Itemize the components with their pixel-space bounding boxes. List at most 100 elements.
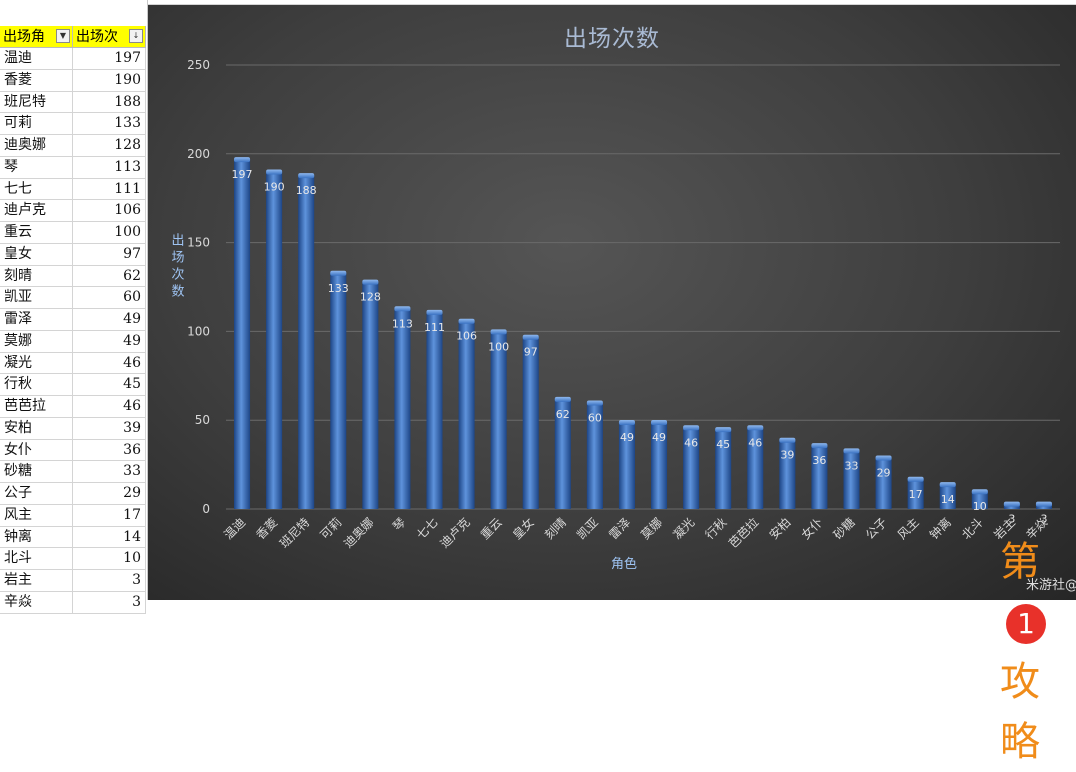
cell-character[interactable]: 凯亚 [0, 287, 73, 309]
data-label: 49 [652, 431, 666, 444]
bar [298, 175, 315, 509]
cell-count[interactable]: 10 [73, 548, 146, 570]
cell-count[interactable]: 188 [73, 91, 146, 114]
header-count[interactable]: 出场次 ↓ [73, 26, 146, 48]
cell-count[interactable]: 46 [73, 396, 146, 418]
bar [394, 308, 411, 509]
data-label: 10 [973, 500, 987, 513]
table-row: 刻晴 62 [0, 265, 147, 288]
bar-cap [394, 306, 411, 312]
cell-character[interactable]: 岩主 [0, 570, 73, 592]
cell-character[interactable]: 重云 [0, 222, 73, 244]
bar [939, 484, 956, 509]
bar-chart[interactable]: 出场次数 0 50 100 150 200 250 197 温迪 190 香菱 188 班尼特 133… [148, 5, 1076, 765]
cell-count[interactable]: 190 [73, 69, 146, 92]
cell-count[interactable]: 49 [73, 330, 146, 353]
cell-character[interactable]: 莫娜 [0, 330, 73, 353]
data-label: 33 [845, 459, 859, 472]
data-label: 49 [620, 431, 634, 444]
x-tick-label: 琴 [390, 515, 408, 533]
x-tick-label: 莫娜 [638, 515, 665, 542]
cell-count[interactable]: 17 [73, 504, 146, 527]
x-tick-label: 迪卢克 [437, 515, 473, 551]
cell-count[interactable]: 62 [73, 265, 146, 288]
table-row: 重云 100 [0, 222, 147, 244]
cell-character[interactable]: 钟离 [0, 526, 73, 549]
cell-count[interactable]: 3 [73, 570, 146, 592]
cell-character[interactable]: 可莉 [0, 113, 73, 135]
cell-character[interactable]: 凝光 [0, 352, 73, 375]
sheet-header-row: 出场角 ▼ 出场次 ↓ [0, 26, 147, 48]
table-row: 可莉 133 [0, 113, 147, 135]
bar-cap [811, 443, 828, 449]
data-label: 14 [941, 493, 955, 506]
cell-count[interactable]: 33 [73, 461, 146, 483]
bar-cap [426, 309, 443, 315]
cell-character[interactable]: 辛焱 [0, 591, 73, 614]
cell-character[interactable]: 女仆 [0, 439, 73, 462]
x-tick-label: 温迪 [221, 515, 248, 542]
cell-count[interactable]: 106 [73, 200, 146, 222]
cell-count[interactable]: 113 [73, 156, 146, 179]
cell-character[interactable]: 七七 [0, 178, 73, 201]
cell-character[interactable]: 北斗 [0, 548, 73, 570]
cell-count[interactable]: 39 [73, 417, 146, 440]
cell-character[interactable]: 公子 [0, 483, 73, 505]
bar-cap [234, 157, 251, 163]
data-label: 46 [684, 436, 698, 449]
x-tick-label: 香菱 [253, 515, 280, 542]
cell-character[interactable]: 刻晴 [0, 265, 73, 288]
cell-count[interactable]: 111 [73, 178, 146, 201]
data-label: 190 [264, 181, 285, 194]
cell-count[interactable]: 45 [73, 374, 146, 396]
cell-count[interactable]: 14 [73, 526, 146, 549]
cell-character[interactable]: 温迪 [0, 48, 73, 70]
cell-count[interactable]: 128 [73, 135, 146, 157]
sort-descending-icon[interactable]: ↓ [129, 29, 143, 43]
cell-character[interactable]: 香菱 [0, 69, 73, 92]
table-row: 芭芭拉 46 [0, 396, 147, 418]
bar [330, 272, 347, 509]
cell-count[interactable]: 60 [73, 287, 146, 309]
cell-character[interactable]: 琴 [0, 156, 73, 179]
cell-count[interactable]: 29 [73, 483, 146, 505]
x-tick-label: 七七 [414, 515, 441, 542]
watermark-right: 攻略 [1000, 659, 1040, 765]
cell-character[interactable]: 迪奥娜 [0, 135, 73, 157]
data-label: 133 [328, 282, 349, 295]
table-row: 迪奥娜 128 [0, 135, 147, 157]
cell-count[interactable]: 49 [73, 309, 146, 331]
cell-character[interactable]: 安柏 [0, 417, 73, 440]
table-row: 风主 17 [0, 504, 147, 527]
bar-cap [747, 425, 764, 431]
cell-character[interactable]: 班尼特 [0, 91, 73, 114]
cell-count[interactable]: 197 [73, 48, 146, 70]
header-character[interactable]: 出场角 ▼ [0, 26, 73, 48]
cell-count[interactable]: 97 [73, 243, 146, 266]
cell-character[interactable]: 砂糖 [0, 461, 73, 483]
data-label: 111 [424, 321, 445, 334]
cell-character[interactable]: 皇女 [0, 243, 73, 266]
cell-count[interactable]: 133 [73, 113, 146, 135]
cell-count[interactable]: 3 [73, 591, 146, 614]
cell-character[interactable]: 行秋 [0, 374, 73, 396]
cell-count[interactable]: 36 [73, 439, 146, 462]
table-row: 公子 29 [0, 483, 147, 505]
cell-count[interactable]: 100 [73, 222, 146, 244]
x-tick-label: 刻晴 [542, 515, 569, 542]
bar [683, 427, 700, 509]
bar-cap [522, 334, 539, 340]
table-row: 班尼特 188 [0, 91, 147, 114]
table-row: 温迪 197 [0, 48, 147, 70]
cell-count[interactable]: 46 [73, 352, 146, 375]
cell-character[interactable]: 雷泽 [0, 309, 73, 331]
bar-cap [875, 455, 892, 461]
cell-character[interactable]: 迪卢克 [0, 200, 73, 222]
cell-character[interactable]: 芭芭拉 [0, 396, 73, 418]
table-row: 莫娜 49 [0, 330, 147, 353]
cell-character[interactable]: 风主 [0, 504, 73, 527]
data-label: 100 [488, 340, 509, 353]
bar [747, 427, 764, 509]
filter-dropdown-icon[interactable]: ▼ [56, 29, 70, 43]
bar-cap [490, 329, 507, 335]
